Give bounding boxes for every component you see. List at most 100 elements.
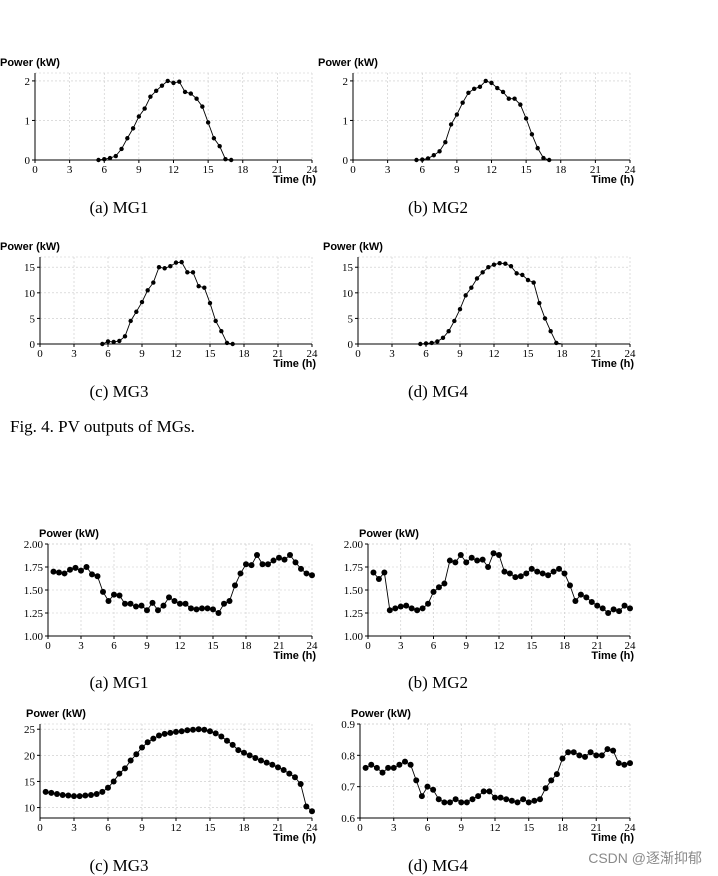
data-point: [583, 594, 590, 601]
data-point: [545, 572, 552, 579]
chart-panel-pv-1: 0 3 6 9 12 15 18 21 24 0 1 2 Power (kW) Time (h): [0, 51, 326, 190]
data-point: [107, 155, 113, 161]
data-point: [258, 757, 264, 764]
data-point: [408, 605, 415, 612]
data-point: [177, 600, 183, 607]
data-point: [122, 765, 128, 772]
data-point: [577, 591, 584, 598]
y-tick-label: 0: [25, 155, 31, 167]
data-point: [195, 726, 202, 733]
x-tick-label: 3: [67, 164, 73, 176]
data-point: [523, 116, 529, 121]
data-point: [136, 114, 142, 119]
data-point: [67, 566, 73, 573]
x-tick-label: 21: [591, 822, 602, 834]
data-point: [219, 329, 224, 334]
data-point: [297, 781, 304, 788]
x-tick-label: 3: [398, 640, 404, 652]
x-tick-label: 12: [168, 164, 179, 176]
subfigure-caption: (c) MG3: [89, 856, 149, 875]
y-tick-label: 10: [342, 288, 354, 300]
data-point: [542, 785, 549, 792]
y-axis-title: Power (kW): [39, 528, 99, 540]
data-point: [517, 573, 524, 580]
y-axis-title: Power (kW): [318, 57, 378, 69]
data-point: [506, 96, 512, 101]
data-point: [621, 761, 628, 768]
data-point: [386, 607, 393, 614]
y-axis-title: Power (kW): [0, 57, 60, 69]
data-point: [212, 730, 219, 737]
data-point: [270, 557, 277, 564]
data-point: [82, 792, 89, 799]
data-point: [94, 573, 101, 580]
x-tick-label: 9: [457, 348, 463, 360]
data-point: [125, 136, 130, 141]
data-point: [446, 329, 451, 334]
data-point: [469, 796, 476, 803]
data-point: [105, 339, 111, 344]
x-tick-label: 9: [139, 348, 145, 360]
data-point: [621, 602, 628, 609]
data-point: [430, 588, 437, 595]
y-tick-label: 1.75: [344, 562, 364, 574]
data-point: [162, 266, 167, 271]
x-tick-label: 0: [350, 164, 356, 176]
x-tick-label: 18: [555, 164, 567, 176]
data-point: [165, 78, 170, 84]
data-point: [548, 329, 553, 334]
data-point: [138, 602, 145, 609]
data-point: [593, 752, 600, 759]
data-point: [518, 102, 523, 107]
y-tick-label: 1: [25, 115, 31, 127]
data-point: [56, 569, 62, 576]
data-point: [627, 605, 633, 612]
data-point: [99, 788, 106, 795]
data-point: [110, 778, 117, 785]
data-point: [489, 80, 494, 86]
x-tick-label: 12: [171, 348, 182, 360]
data-point: [390, 764, 397, 771]
figure-4-caption: Fig. 4. PV outputs of MGs.: [10, 417, 195, 436]
x-tick-label: 24: [307, 348, 319, 360]
data-point: [425, 600, 432, 607]
data-point: [414, 607, 421, 614]
data-point: [65, 792, 72, 799]
subfigure-caption: (d) MG4: [408, 856, 468, 875]
y-tick-label: 15: [24, 262, 36, 274]
data-point: [292, 774, 298, 781]
y-tick-label: 1.75: [24, 562, 44, 574]
data-point: [370, 569, 377, 576]
x-tick-label: 21: [273, 348, 284, 360]
data-point: [413, 777, 420, 784]
x-tick-label: 0: [37, 822, 43, 834]
data-point: [615, 760, 622, 767]
x-tick-label: 18: [239, 822, 251, 834]
data-point: [496, 552, 502, 559]
x-tick-label: 12: [494, 640, 505, 652]
x-tick-label: 0: [32, 164, 38, 176]
data-point: [604, 746, 611, 753]
data-point: [443, 140, 448, 145]
data-point: [503, 261, 508, 266]
y-tick-label: 5: [348, 313, 354, 325]
subfigure-caption: (a) MG1: [89, 198, 149, 217]
data-point: [246, 752, 253, 759]
x-tick-label: 6: [105, 348, 111, 360]
data-point: [528, 565, 535, 572]
data-point: [529, 132, 535, 137]
x-tick-label: 3: [71, 822, 77, 834]
data-point: [375, 575, 382, 582]
data-point: [230, 341, 235, 347]
data-point: [463, 799, 470, 806]
data-point: [205, 120, 211, 125]
x-tick-label: 9: [459, 822, 465, 834]
data-point: [102, 157, 107, 162]
data-point: [76, 793, 83, 800]
data-point: [211, 136, 217, 141]
data-point: [265, 561, 271, 568]
x-tick-label: 21: [591, 348, 602, 360]
data-point: [173, 728, 179, 735]
